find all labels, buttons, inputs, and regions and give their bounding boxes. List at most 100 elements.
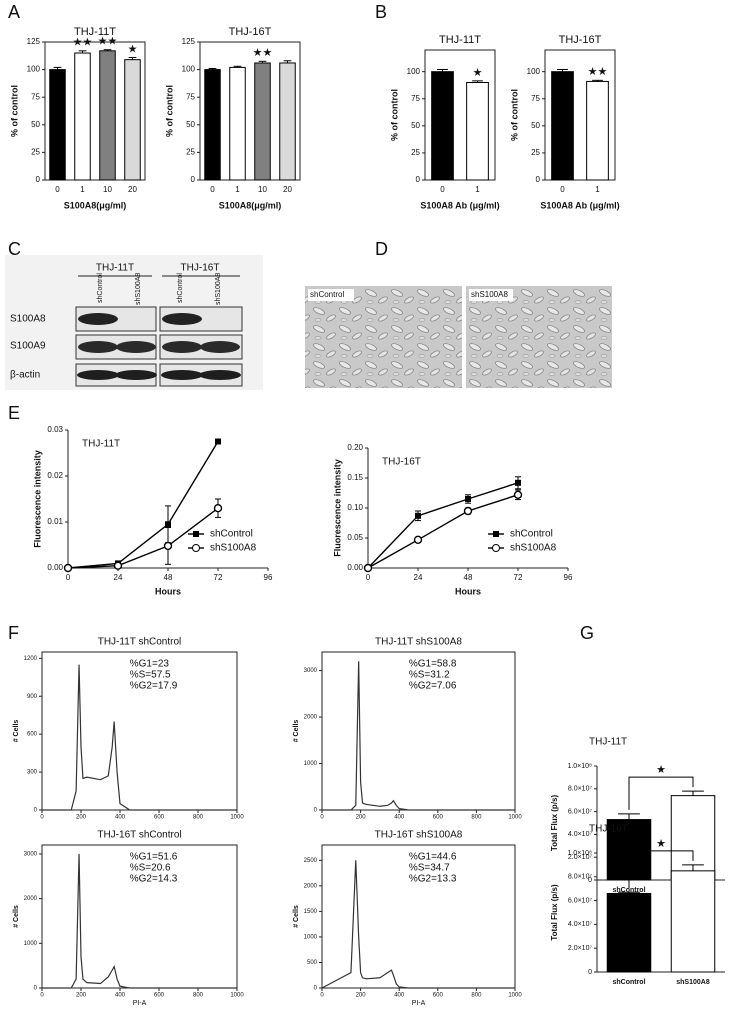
y-tick-label: 50 xyxy=(186,120,195,129)
y-tick-label: 0 xyxy=(416,175,421,184)
series-line xyxy=(67,441,219,569)
y-tick-label: 1.0×10⁸ xyxy=(567,850,592,857)
marker xyxy=(463,506,473,516)
band xyxy=(200,341,240,353)
cell-cycle-stat: %G1=44.6 xyxy=(409,852,457,863)
x-tick-label: shControl xyxy=(612,887,645,894)
series-line xyxy=(321,860,515,989)
blot-group: THJ-11T xyxy=(96,263,134,274)
x-tick-label: 96 xyxy=(264,573,273,582)
chart-title: THJ-16T xyxy=(382,457,421,468)
micrograph-label: shS100A8 xyxy=(471,290,508,299)
y-tick-label: 0 xyxy=(34,808,38,814)
x-tick-label: 1 xyxy=(475,185,480,194)
significance-star: ★ xyxy=(128,43,138,55)
x-tick-label: 0 xyxy=(560,185,565,194)
y-axis-label: # Cells xyxy=(293,720,300,743)
x-tick-label: 96 xyxy=(564,573,573,582)
x-axis-label: PI-A xyxy=(412,1000,426,1007)
x-tick-label: 10 xyxy=(258,185,267,194)
y-tick-label: 2500 xyxy=(304,858,318,864)
x-tick-label: 800 xyxy=(471,815,482,821)
chart-title: THJ-16T shS100A8 xyxy=(375,830,463,841)
series-line xyxy=(42,853,237,989)
y-tick-label: 0.05 xyxy=(347,533,363,542)
y-tick-label: 0.15 xyxy=(347,473,363,482)
y-tick-label: 1000 xyxy=(24,941,38,947)
bar xyxy=(279,62,296,181)
significance-star: ★ xyxy=(656,764,666,776)
bar xyxy=(586,80,609,181)
bar xyxy=(606,892,652,973)
significance-star: ★★ xyxy=(588,66,608,78)
x-tick-label: 600 xyxy=(154,993,165,999)
marker xyxy=(165,521,171,528)
significance-star: ★★ xyxy=(253,47,273,59)
y-tick-label: 1200 xyxy=(24,656,38,662)
band xyxy=(77,370,119,380)
x-axis-label: PI-A xyxy=(133,1000,147,1007)
micrograph-label: shControl xyxy=(310,290,344,299)
marker xyxy=(63,563,73,573)
legend-marker xyxy=(193,531,199,537)
y-tick-label: 100 xyxy=(182,65,196,74)
x-tick-label: shControl xyxy=(612,979,645,986)
y-tick-label: 25 xyxy=(31,148,40,157)
lane-label: shS100A8 xyxy=(135,273,142,305)
y-tick-label: 125 xyxy=(27,37,41,46)
cell-cycle-stat: %G2=13.3 xyxy=(409,874,457,885)
x-tick-label: 10 xyxy=(103,185,112,194)
cell-cycle-stat: %G1=23 xyxy=(130,659,170,670)
significance-star: ★ xyxy=(473,67,483,79)
y-tick-label: 25 xyxy=(186,148,195,157)
panel-letter: F xyxy=(8,623,19,643)
legend-label: shS100A8 xyxy=(210,543,257,554)
bar xyxy=(99,50,116,181)
y-tick-label: 50 xyxy=(31,120,40,129)
y-axis-label: # Cells xyxy=(13,905,20,928)
x-tick-label: 1000 xyxy=(508,993,522,999)
x-tick-label: 1 xyxy=(80,185,85,194)
y-axis-label: Fluorescence intensity xyxy=(32,450,42,548)
x-tick-label: 400 xyxy=(394,815,405,821)
series-line xyxy=(322,661,515,811)
marker xyxy=(213,504,223,513)
y-axis-label: # Cells xyxy=(13,720,20,743)
y-tick-label: 600 xyxy=(27,732,38,738)
x-axis-label: Hours xyxy=(155,586,181,596)
y-axis-label: % of control xyxy=(509,89,519,141)
lane-label: shControl xyxy=(177,273,184,303)
marker xyxy=(413,535,423,544)
panel-letter: A xyxy=(8,2,20,22)
cell-cycle-stat: %G1=58.8 xyxy=(409,659,457,670)
bar xyxy=(49,69,66,181)
blot-group: THJ-16T xyxy=(181,263,220,274)
y-tick-label: 2000 xyxy=(304,883,318,889)
y-tick-label: 900 xyxy=(27,694,38,700)
cell-cycle-stat: %S=34.7 xyxy=(409,863,450,874)
cell-cycle-stat: %G1=51.6 xyxy=(130,852,178,863)
marker xyxy=(465,496,471,502)
x-tick-label: 20 xyxy=(283,185,292,194)
marker xyxy=(363,563,373,573)
y-tick-label: 4.0×10⁷ xyxy=(568,831,593,838)
plot-frame xyxy=(44,41,146,181)
y-tick-label: 0.00 xyxy=(347,563,363,572)
chart-title: THJ-11T xyxy=(82,439,120,450)
legend-label: shControl xyxy=(510,529,553,540)
bar xyxy=(124,59,141,181)
micrograph xyxy=(305,286,462,388)
x-tick-label: 0 xyxy=(40,815,44,821)
x-axis-label: S100A8 Ab (μg/ml) xyxy=(420,200,499,210)
plot-frame xyxy=(199,41,301,181)
y-axis-label: % of control xyxy=(389,89,399,141)
x-tick-label: 24 xyxy=(414,573,423,582)
band xyxy=(116,341,156,353)
cell-cycle-stat: %S=31.2 xyxy=(409,670,450,681)
bar xyxy=(204,69,221,181)
legend-marker xyxy=(192,544,200,552)
y-axis-label: # Cells xyxy=(293,905,300,928)
y-tick-label: 1.0×10⁸ xyxy=(567,763,592,770)
